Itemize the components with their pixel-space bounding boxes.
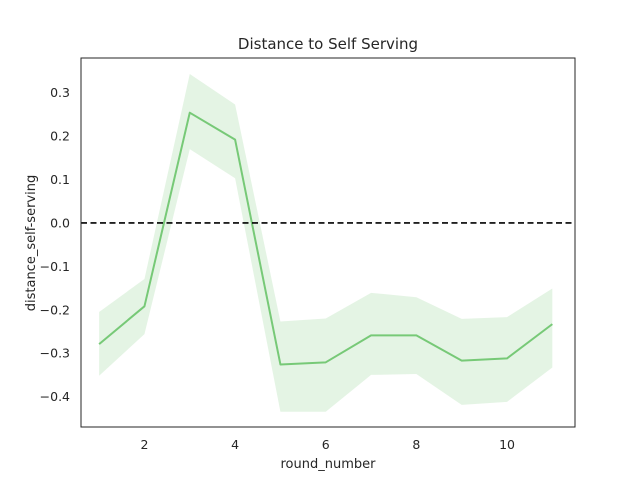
data-point [325, 361, 327, 363]
x-tick-label: 10 [499, 437, 515, 452]
y-tick-label: 0.3 [50, 85, 70, 100]
x-tick-label: 6 [322, 437, 330, 452]
data-point [143, 305, 145, 307]
data-point [370, 334, 372, 336]
data-point [189, 112, 191, 114]
x-axis-label: round_number [281, 457, 377, 472]
data-point [461, 360, 463, 362]
confidence-band [99, 74, 553, 412]
data-point [98, 343, 100, 345]
plot-frame [80, 57, 576, 428]
y-axis-ticks: 0.3 0.2 0.1 0.0 −0.1 −0.2 −0.3 −0.4 [40, 85, 70, 404]
x-tick-label: 4 [231, 437, 239, 452]
y-tick-label: −0.2 [40, 302, 70, 317]
chart-title: Distance to Self Serving [238, 35, 418, 53]
y-tick-label: −0.4 [40, 389, 70, 404]
plot-area [80, 57, 576, 428]
series-line [98, 111, 553, 366]
y-tick-label: 0.1 [50, 172, 70, 187]
confidence-band-layer [99, 74, 553, 412]
data-point [506, 357, 508, 359]
data-point [279, 363, 281, 365]
y-tick-label: 0.0 [50, 215, 70, 230]
x-tick-label: 8 [412, 437, 420, 452]
y-tick-label: −0.3 [40, 346, 70, 361]
y-tick-label: 0.2 [50, 129, 70, 144]
series-line-layer [98, 111, 553, 366]
y-tick-label: −0.1 [40, 259, 70, 274]
data-point [415, 334, 417, 336]
data-point [551, 323, 553, 325]
x-tick-label: 2 [140, 437, 148, 452]
y-axis-label: distance_self-serving [24, 175, 39, 311]
x-axis-ticks: 2 4 6 8 10 [140, 437, 515, 452]
data-point [234, 139, 236, 141]
